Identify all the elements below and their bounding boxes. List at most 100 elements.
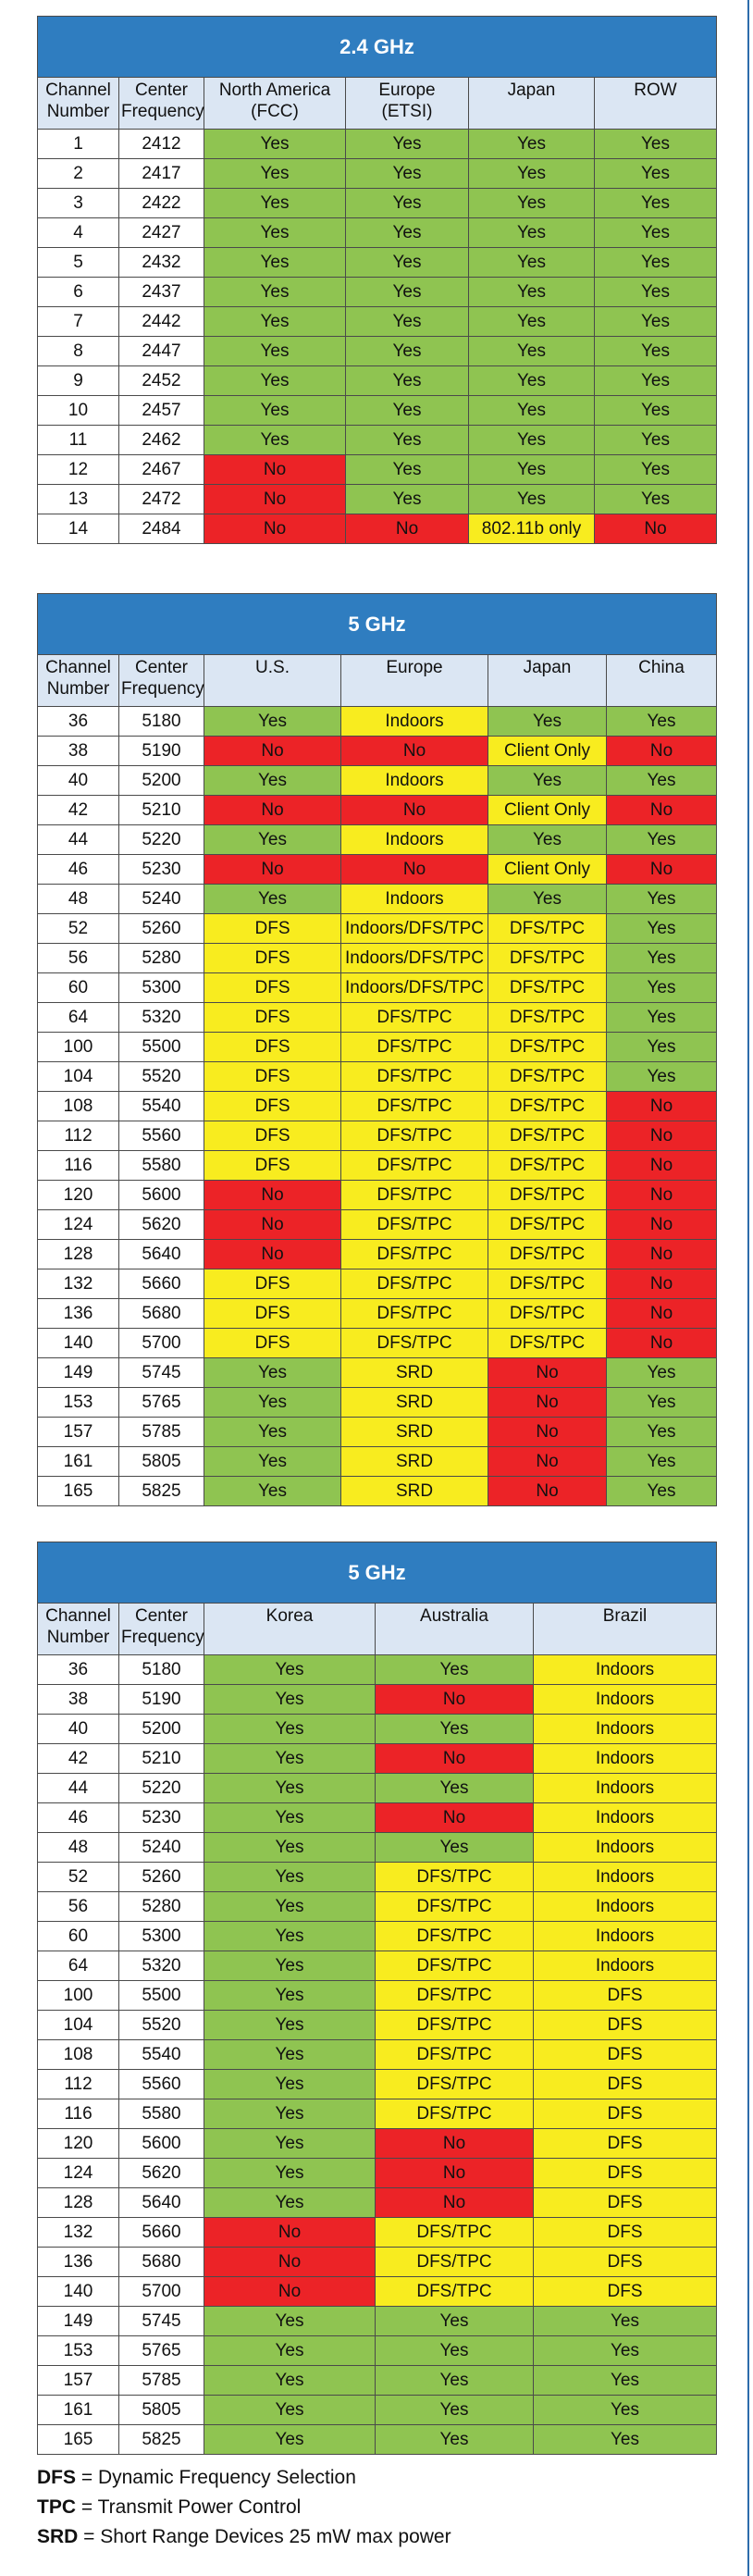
availability-cell: Yes bbox=[488, 706, 607, 737]
center-frequency-cell: 5300 bbox=[118, 1921, 204, 1951]
center-frequency-cell: 5180 bbox=[118, 706, 204, 737]
availability-cell: Yes bbox=[204, 1921, 376, 1951]
availability-cell: SRD bbox=[340, 1387, 488, 1418]
center-frequency-cell: 5580 bbox=[118, 1150, 204, 1181]
column-header: Japan bbox=[468, 77, 595, 130]
column-header-line: (ETSI) bbox=[381, 102, 433, 121]
channel-number-cell: 161 bbox=[37, 2395, 119, 2425]
availability-cell: Yes bbox=[204, 1714, 376, 1744]
channel-number-cell: 42 bbox=[37, 795, 119, 825]
table-row: 4 2427 Yes Yes Yes Yes bbox=[37, 217, 717, 248]
legend-separator: = bbox=[78, 2526, 101, 2547]
table-row: 44 5220 Yes Yes Indoors bbox=[37, 1773, 717, 1803]
availability-cell: No bbox=[606, 736, 717, 766]
channel-number-cell: 120 bbox=[37, 2128, 119, 2159]
availability-cell: DFS bbox=[204, 1061, 341, 1092]
table-row: 6 2437 Yes Yes Yes Yes bbox=[37, 277, 717, 307]
channel-number-cell: 56 bbox=[37, 1891, 119, 1922]
channel-number-cell: 52 bbox=[37, 1862, 119, 1892]
table-row: 116 5580 Yes DFS/TPC DFS bbox=[37, 2099, 717, 2129]
availability-cell: Yes bbox=[204, 1684, 376, 1715]
channel-number-cell: 46 bbox=[37, 1802, 119, 1833]
column-header: Europe (ETSI) bbox=[345, 77, 469, 130]
availability-cell: No bbox=[488, 1476, 607, 1506]
availability-cell: Yes bbox=[468, 188, 595, 218]
availability-cell: No bbox=[204, 2247, 376, 2277]
center-frequency-cell: 5785 bbox=[118, 1417, 204, 1447]
page-edge-rule bbox=[747, 0, 749, 2576]
availability-cell: DFS/TPC bbox=[488, 1032, 607, 1062]
availability-cell: Yes bbox=[204, 2365, 376, 2396]
availability-cell: Indoors/DFS/TPC bbox=[340, 913, 488, 944]
channel-number-cell: 140 bbox=[37, 2276, 119, 2307]
legend-separator: = bbox=[76, 2467, 98, 2488]
center-frequency-cell: 2442 bbox=[118, 306, 204, 337]
availability-cell: Yes bbox=[204, 129, 346, 159]
availability-cell: DFS bbox=[204, 1121, 341, 1151]
availability-cell: DFS/TPC bbox=[375, 1980, 534, 2011]
table-row: 56 5280 Yes DFS/TPC Indoors bbox=[37, 1891, 717, 1922]
column-header: Center Frequency bbox=[118, 77, 204, 130]
channel-number-cell: 157 bbox=[37, 2365, 119, 2396]
column-header: Channel Number bbox=[37, 77, 119, 130]
availability-cell: DFS bbox=[204, 972, 341, 1003]
availability-cell: Yes bbox=[375, 1773, 534, 1803]
availability-cell: Yes bbox=[204, 306, 346, 337]
table-row: 8 2447 Yes Yes Yes Yes bbox=[37, 336, 717, 366]
table-title: 5 GHz bbox=[37, 1542, 717, 1603]
availability-cell: DFS bbox=[204, 1032, 341, 1062]
availability-cell: DFS/TPC bbox=[488, 1239, 607, 1269]
channel-number-cell: 153 bbox=[37, 1387, 119, 1418]
center-frequency-cell: 5500 bbox=[118, 1980, 204, 2011]
column-header-line: Brazil bbox=[602, 1606, 648, 1626]
availability-cell: Yes bbox=[594, 158, 717, 189]
center-frequency-cell: 5320 bbox=[118, 1002, 204, 1033]
availability-cell: No bbox=[204, 1209, 341, 1240]
center-frequency-cell: 5580 bbox=[118, 2099, 204, 2129]
availability-cell: Yes bbox=[375, 1714, 534, 1744]
availability-cell: Yes bbox=[606, 884, 717, 914]
availability-cell: Yes bbox=[606, 765, 717, 796]
availability-cell: Yes bbox=[345, 247, 469, 278]
table-row: 46 5230 No No Client Only No bbox=[37, 854, 717, 885]
table-row: 7 2442 Yes Yes Yes Yes bbox=[37, 306, 717, 337]
table-row: 64 5320 DFS DFS/TPC DFS/TPC Yes bbox=[37, 1002, 717, 1033]
availability-cell: Yes bbox=[606, 972, 717, 1003]
availability-cell: DFS/TPC bbox=[340, 1150, 488, 1181]
column-header: Australia bbox=[375, 1603, 534, 1655]
availability-cell: Yes bbox=[204, 2099, 376, 2129]
column-header: ROW bbox=[594, 77, 717, 130]
table-row: 40 5200 Yes Yes Indoors bbox=[37, 1714, 717, 1744]
table-row: 108 5540 DFS DFS/TPC DFS/TPC No bbox=[37, 1091, 717, 1121]
center-frequency-cell: 5260 bbox=[118, 1862, 204, 1892]
header-row: Channel Number Center Frequency U.S. Europe Ja… bbox=[37, 654, 717, 707]
availability-cell: DFS bbox=[204, 1150, 341, 1181]
availability-cell: Yes bbox=[594, 129, 717, 159]
center-frequency-cell: 5260 bbox=[118, 913, 204, 944]
table-row: 100 5500 DFS DFS/TPC DFS/TPC Yes bbox=[37, 1032, 717, 1062]
table-2-4ghz: 2.4 GHz Channel Number Center Frequency Nort… bbox=[37, 16, 717, 544]
channel-number-cell: 3 bbox=[37, 188, 119, 218]
column-header-line: Korea bbox=[265, 1606, 314, 1626]
channel-number-cell: 132 bbox=[37, 2217, 119, 2248]
column-header-line: Frequency bbox=[121, 1628, 204, 1647]
channel-number-cell: 165 bbox=[37, 2424, 119, 2455]
legend-term: TPC bbox=[37, 2496, 76, 2518]
column-header-line: China bbox=[638, 658, 685, 677]
availability-cell: Indoors bbox=[533, 1832, 717, 1863]
availability-cell: Yes bbox=[345, 454, 469, 485]
availability-cell: DFS bbox=[533, 2069, 717, 2099]
availability-cell: Yes bbox=[468, 365, 595, 396]
center-frequency-cell: 5540 bbox=[118, 1091, 204, 1121]
center-frequency-cell: 5700 bbox=[118, 2276, 204, 2307]
channel-number-cell: 48 bbox=[37, 884, 119, 914]
channel-number-cell: 128 bbox=[37, 2187, 119, 2218]
availability-cell: Yes bbox=[204, 1476, 341, 1506]
column-header: Center Frequency bbox=[118, 1603, 204, 1655]
availability-cell: DFS/TPC bbox=[375, 2247, 534, 2277]
column-header-line: Center bbox=[134, 80, 189, 100]
table-row: 124 5620 Yes No DFS bbox=[37, 2158, 717, 2188]
availability-cell: Indoors bbox=[533, 1921, 717, 1951]
availability-cell: Yes bbox=[468, 425, 595, 455]
table-row: 5 2432 Yes Yes Yes Yes bbox=[37, 247, 717, 278]
